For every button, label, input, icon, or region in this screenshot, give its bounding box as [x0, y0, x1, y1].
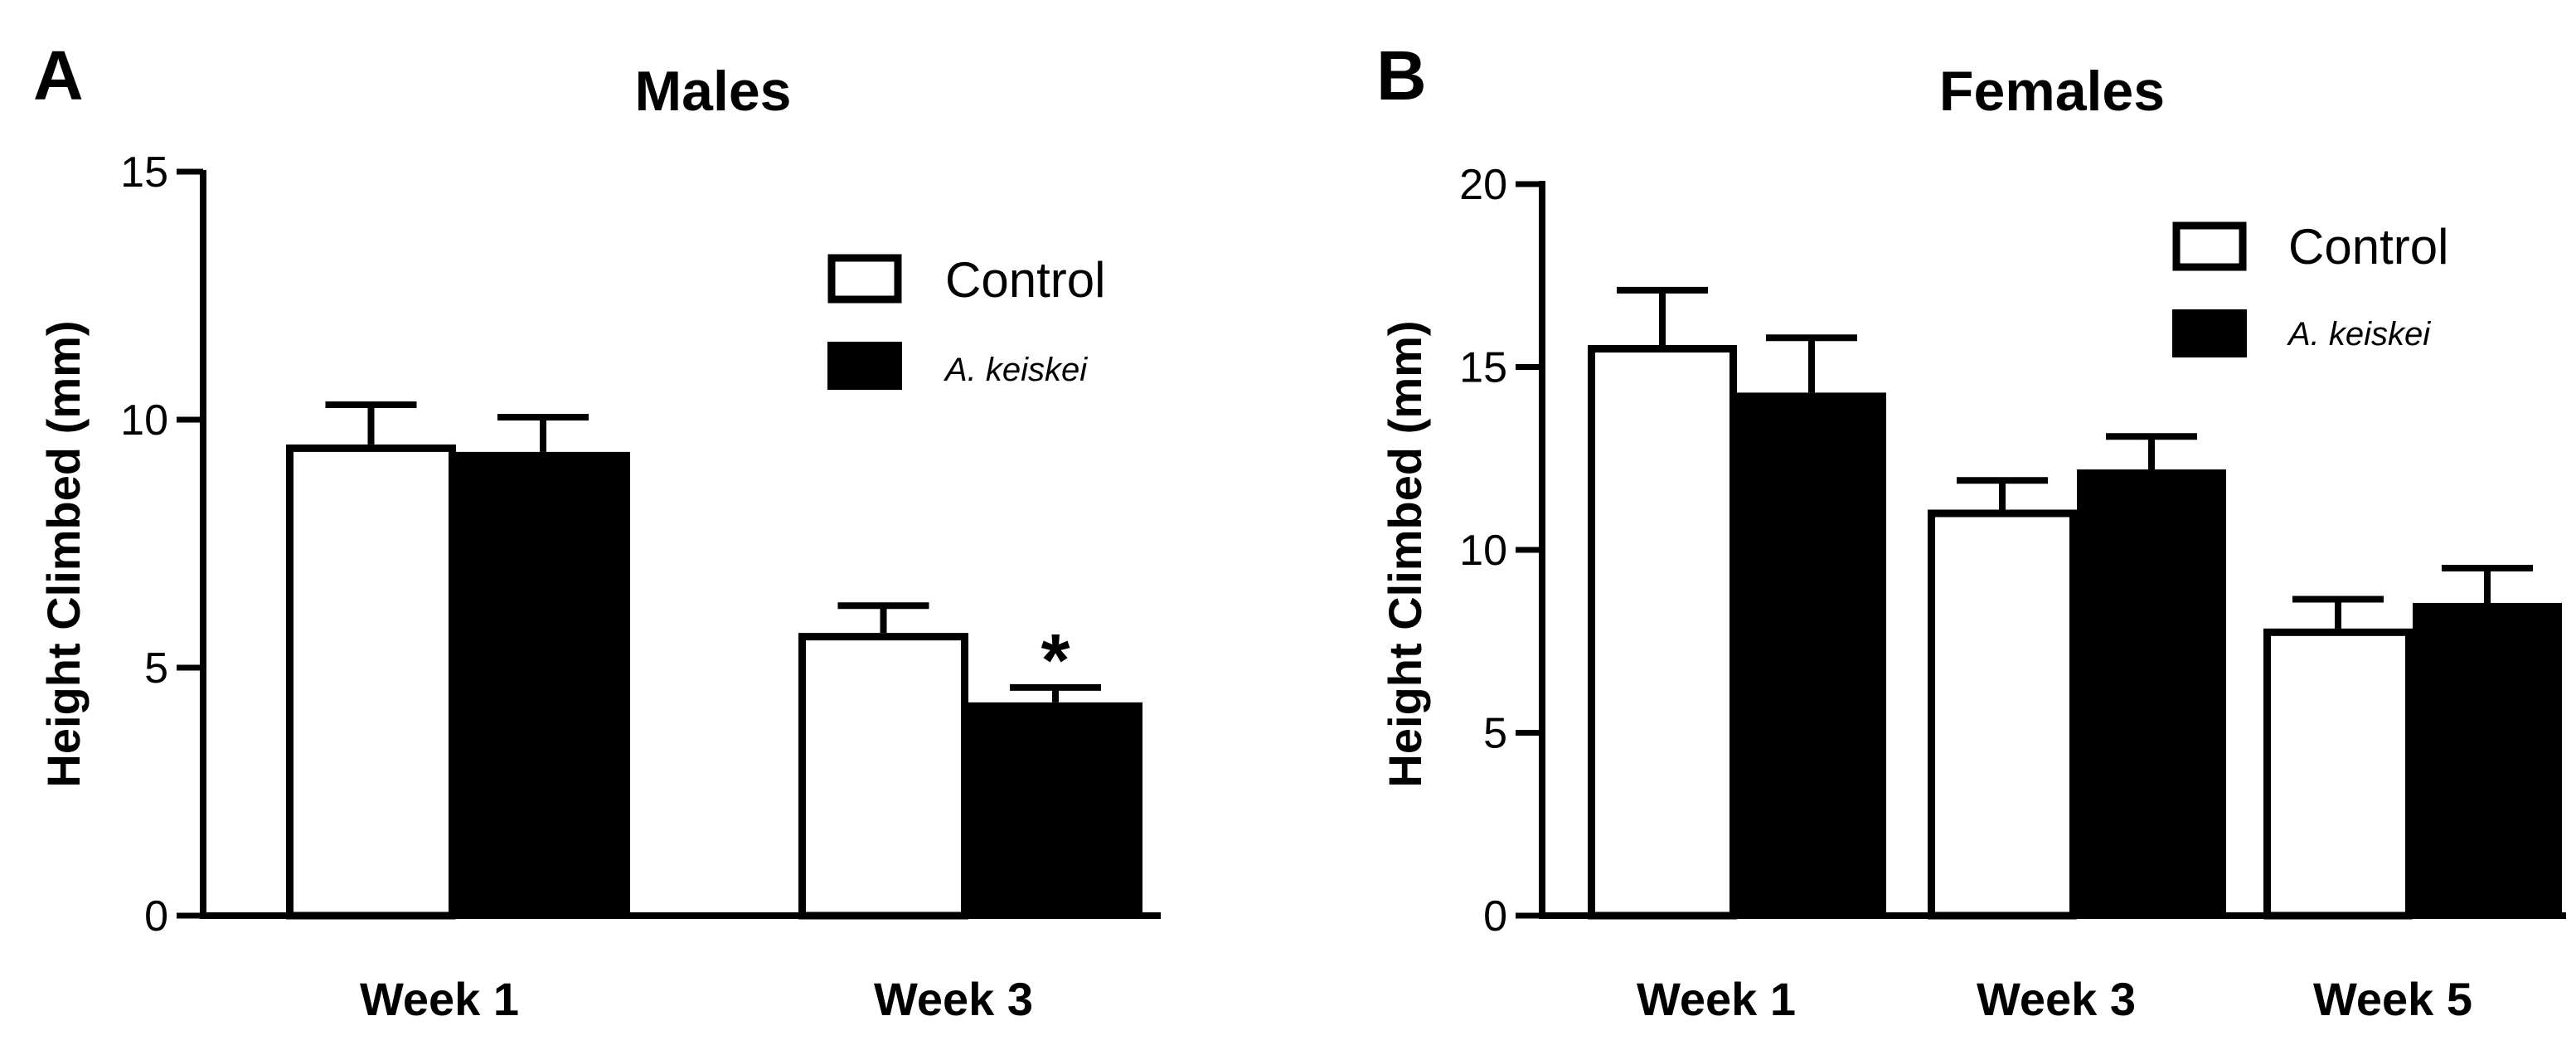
panel-b: B Females Height Climbed (mm) 0 5 10 15 20 W…	[1376, 36, 2566, 1025]
panel-a-bar-week-3-control	[798, 633, 968, 920]
panel-b-x-label-week-5: Week 5	[2313, 973, 2472, 1025]
panel-b-bar-week-1-a-keiskei	[1737, 392, 1886, 916]
panel-a-bar-week-1-control	[286, 444, 456, 920]
panel-b-y-tick-label-10: 10	[1459, 527, 1507, 575]
panel-a-title: Males	[635, 60, 792, 123]
panel-a-letter: A	[33, 36, 84, 114]
panel-a-x-label-week-3: Week 3	[874, 973, 1033, 1025]
panel-b-y-axis-label: Height Climbed (mm)	[1379, 320, 1431, 787]
panel-b-y-ticks: 0 5 10 15 20	[1459, 161, 1542, 941]
panel-a-y-tick-label-5: 5	[144, 644, 168, 693]
panel-b-x-label-week-1: Week 1	[1637, 973, 1796, 1025]
panel-a-y-tick-label-10: 10	[120, 396, 168, 445]
panel-b-x-labels: Week 1 Week 3 Week 5	[1637, 973, 2472, 1025]
panel-b-bar-week-3-control	[1928, 509, 2077, 920]
panel-b-bar-week-5-a-keiskei	[2413, 602, 2562, 916]
panel-b-y-tick-label-20: 20	[1459, 161, 1507, 209]
panel-b-y-tick-label-0: 0	[1483, 892, 1507, 941]
panel-b-legend-label-akeiskei: A. keiskei	[2287, 316, 2431, 352]
panel-a-legend-label-control: Control	[945, 252, 1105, 308]
panel-b-bar-week-3-a-keiskei	[2077, 469, 2226, 916]
panel-b-bar-week-5-control	[2263, 628, 2413, 920]
panel-a-bar-week-1-a-keiskei	[456, 451, 630, 916]
panel-a-legend-label-akeiskei: A. keiskei	[944, 352, 1088, 388]
panel-a-bars	[286, 401, 1142, 920]
panel-b-legend-label-control: Control	[2288, 219, 2448, 275]
panel-a-x-label-week-1: Week 1	[360, 973, 519, 1025]
panel-a-legend-swatch-akeiskei	[827, 342, 902, 390]
panel-b-legend-swatch-akeiskei	[2172, 309, 2247, 357]
panel-b-x-label-week-3: Week 3	[1977, 973, 2136, 1025]
panel-b-legend-swatch-control	[2172, 221, 2247, 271]
panel-b-y-tick-label-15: 15	[1459, 344, 1507, 392]
panel-b-legend: Control A. keiskei	[2172, 219, 2448, 357]
panel-a-y-axis-label: Height Climbed (mm)	[37, 320, 90, 787]
panel-a-y-tick-label-0: 0	[144, 892, 168, 941]
panel-b-bars	[1588, 286, 2562, 920]
panel-a: A Males Height Climbed (mm) 0 5 10 15 Week …	[33, 36, 1161, 1025]
panel-a-significance-star: *	[1041, 620, 1070, 702]
panel-a-bar-week-3-a-keiskei	[968, 702, 1142, 916]
panel-a-y-tick-label-15: 15	[120, 148, 168, 197]
panel-a-legend: Control A. keiskei	[827, 252, 1105, 390]
panel-a-y-ticks: 0 5 10 15	[120, 148, 203, 941]
panel-a-x-labels: Week 1 Week 3	[360, 973, 1033, 1025]
panel-b-letter: B	[1376, 36, 1427, 114]
panel-b-title: Females	[1939, 60, 2165, 123]
panel-b-y-tick-label-5: 5	[1483, 710, 1507, 758]
panel-a-legend-swatch-control	[827, 254, 902, 304]
panel-b-bar-week-1-control	[1588, 345, 1737, 920]
